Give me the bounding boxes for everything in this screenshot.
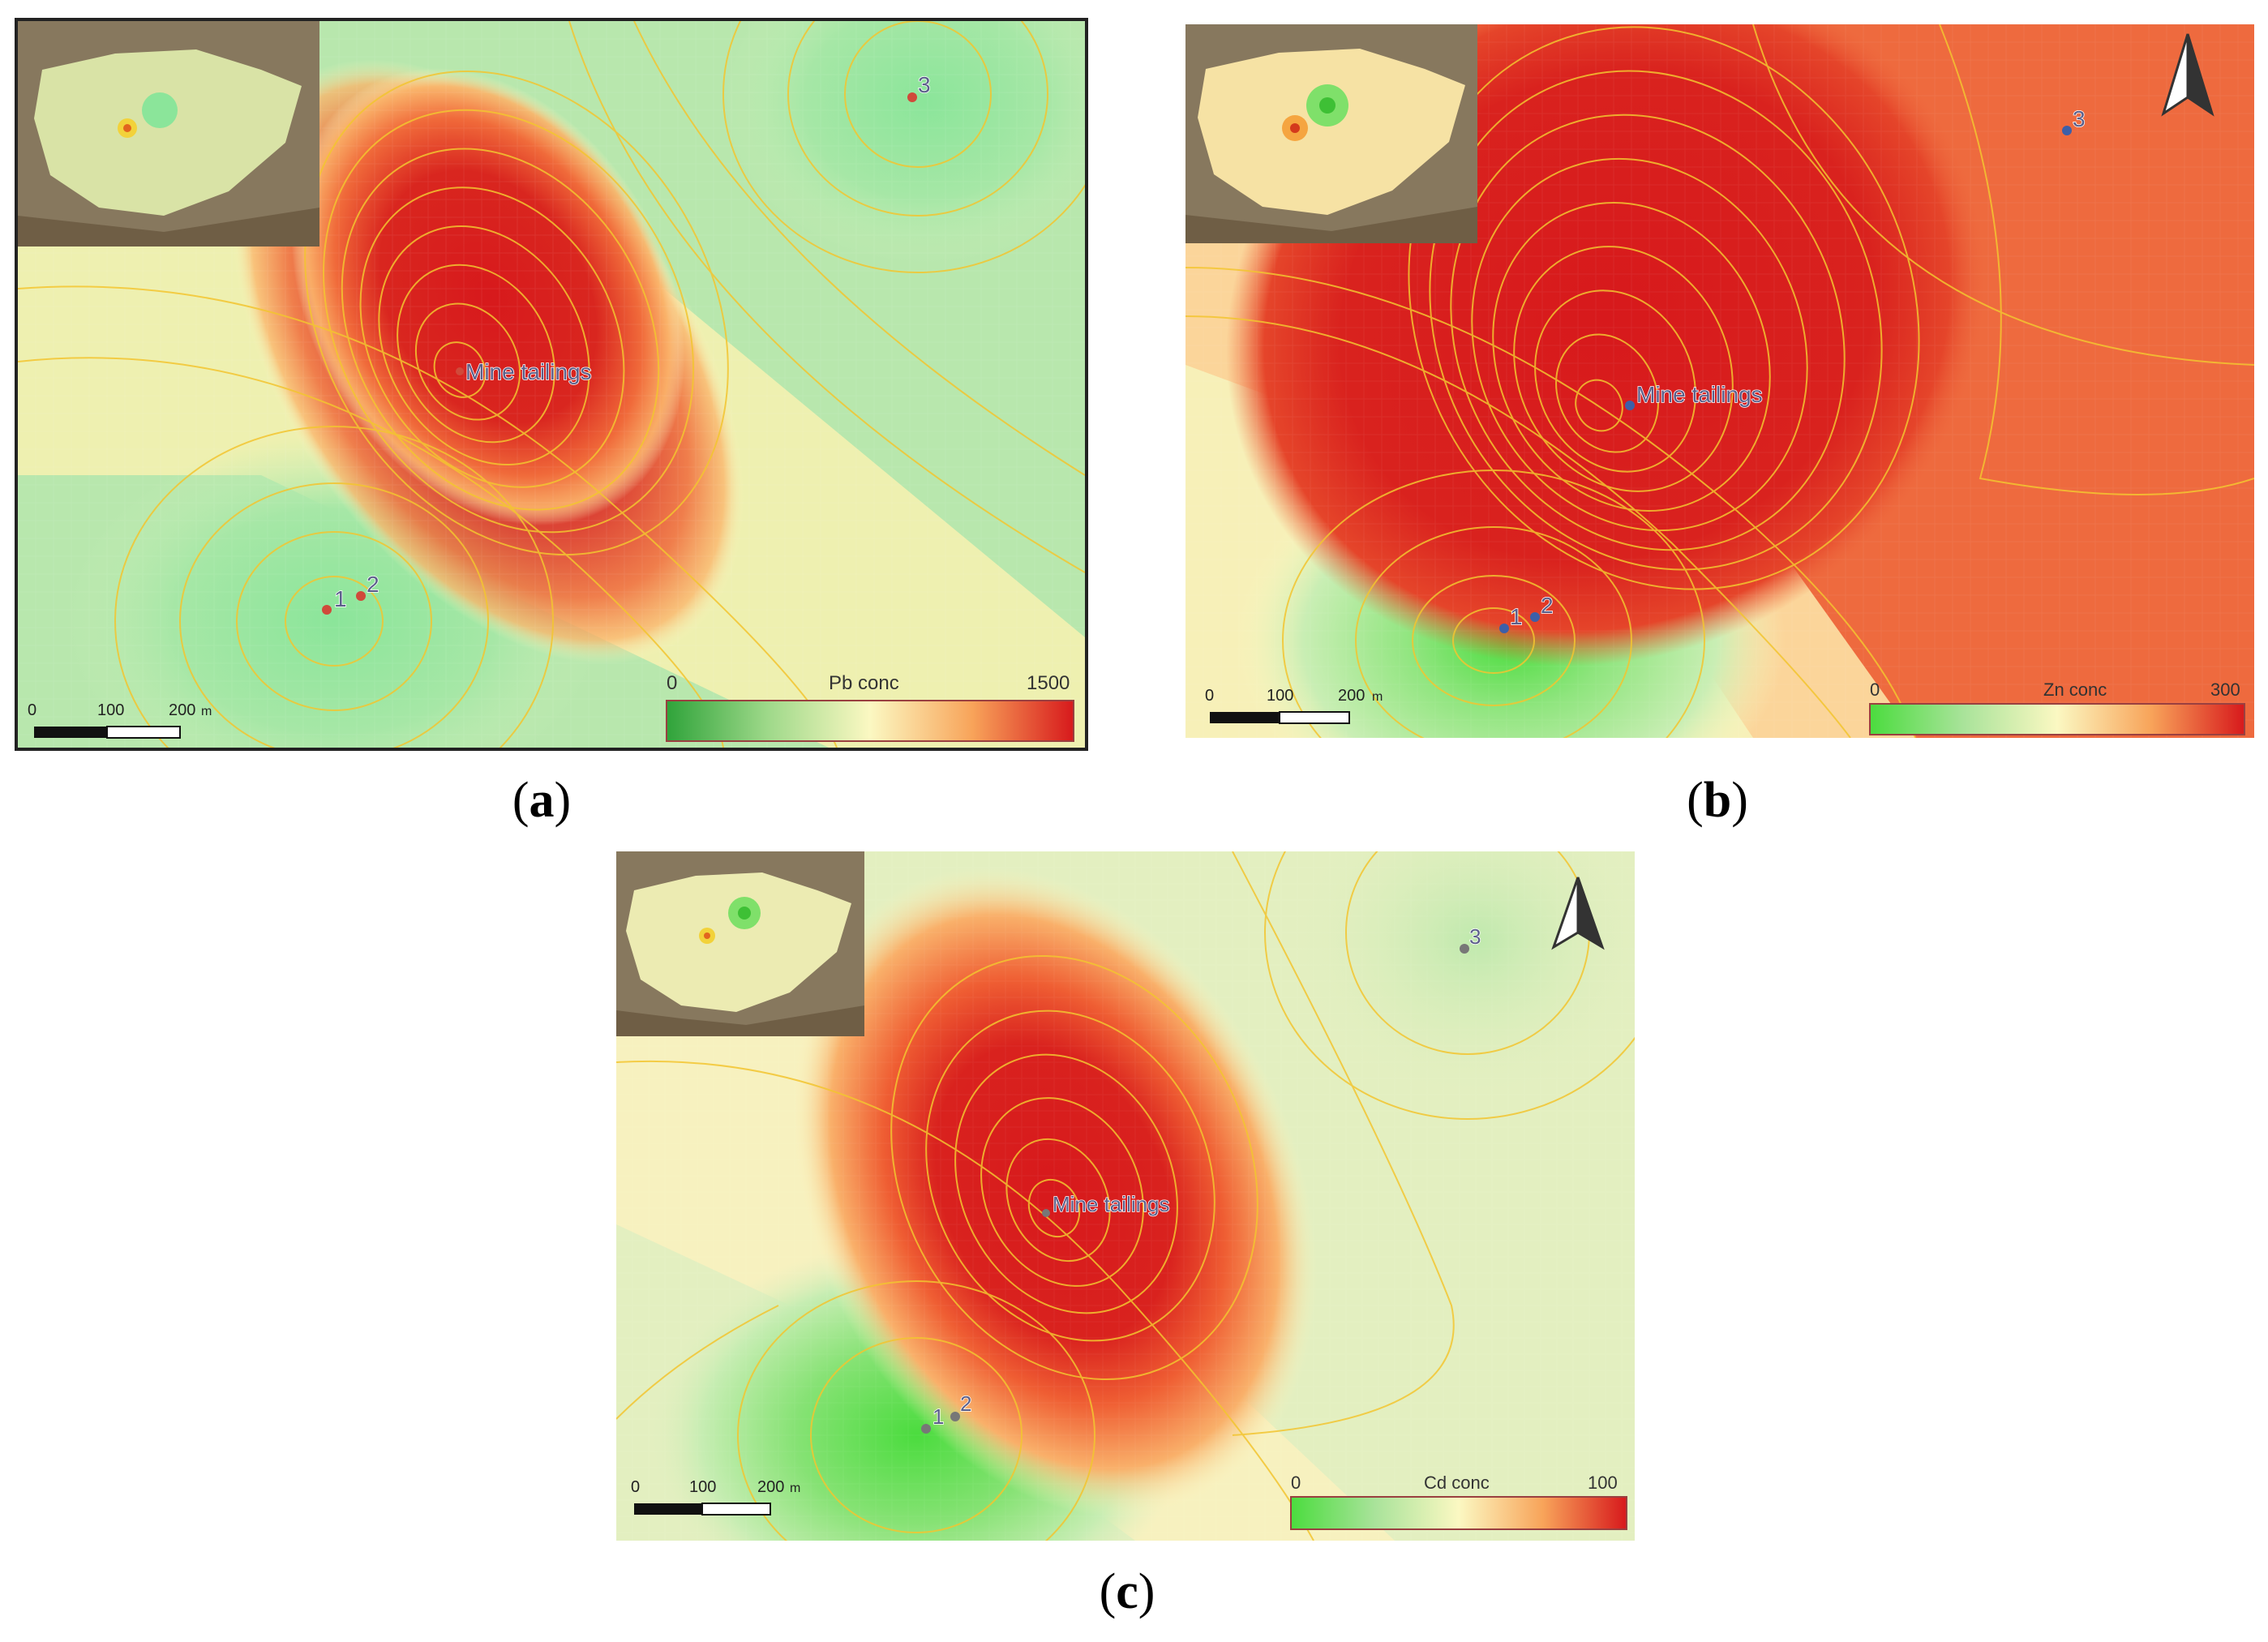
map-canvas-a: Mine tailings 1 2 3 0 100 200 m 0 Pb con… bbox=[18, 21, 1085, 748]
sample-point-2 bbox=[1530, 612, 1540, 622]
contour-lines bbox=[616, 851, 1635, 1541]
mine-tailings-point bbox=[1042, 1209, 1050, 1217]
caption-b: (b) bbox=[1687, 773, 1748, 828]
scale-unit: m bbox=[1372, 690, 1383, 704]
color-legend: 0 Cd conc 100 bbox=[1290, 1473, 1627, 1530]
scale-bar: 0 100 200 m bbox=[28, 701, 212, 739]
inset-map bbox=[616, 851, 864, 1036]
mine-tailings-label: Mine tailings bbox=[1053, 1192, 1170, 1216]
sample-label-1: 1 bbox=[334, 586, 347, 611]
map-canvas-b: Mine tailings 1 2 3 0 100 200 m 0 Zn con… bbox=[1185, 24, 2254, 738]
legend-min: 0 bbox=[1870, 680, 1880, 700]
legend-max: 300 bbox=[2210, 680, 2240, 700]
legend-max: 1500 bbox=[1027, 672, 1070, 694]
map-panel-c: Mine tailings 1 2 3 0 100 200 m 0 Cd con… bbox=[616, 851, 1635, 1541]
mine-tailings-label: Mine tailings bbox=[1636, 382, 1763, 407]
sample-point-1 bbox=[322, 605, 332, 615]
sample-label-3: 3 bbox=[1469, 924, 1481, 949]
sample-points bbox=[1499, 126, 2072, 633]
sample-point-3 bbox=[2062, 126, 2072, 135]
legend-ramp bbox=[1290, 1496, 1627, 1530]
legend-max: 100 bbox=[1588, 1473, 1618, 1493]
scale-bar: 0 100 200 m bbox=[1205, 687, 1383, 724]
inset-map bbox=[18, 21, 319, 247]
caption-c: (c) bbox=[1099, 1564, 1155, 1619]
scale-label-200: 200 bbox=[169, 701, 195, 719]
scale-bar: 0 100 200 m bbox=[631, 1478, 800, 1516]
color-legend: 0 Pb conc 1500 bbox=[666, 672, 1074, 742]
scale-label-0: 0 bbox=[28, 701, 36, 719]
sample-points bbox=[322, 92, 917, 615]
caption-letter-a: a bbox=[529, 773, 555, 828]
north-arrow bbox=[1551, 877, 1605, 950]
sample-label-3: 3 bbox=[2073, 106, 2086, 131]
color-legend: 0 Zn conc 300 bbox=[1869, 680, 2245, 735]
scale-label-200: 200 bbox=[1338, 687, 1365, 705]
scale-label-200: 200 bbox=[757, 1478, 784, 1496]
caption-letter-b: b bbox=[1703, 773, 1732, 828]
sample-label-3: 3 bbox=[918, 72, 931, 97]
legend-title: Pb conc bbox=[829, 672, 899, 694]
legend-title: Cd conc bbox=[1424, 1473, 1490, 1493]
legend-min: 0 bbox=[667, 672, 677, 694]
scale-label-100: 100 bbox=[97, 701, 124, 719]
inset-map bbox=[1185, 24, 1477, 243]
caption-letter-c: c bbox=[1116, 1564, 1138, 1619]
scale-label-0: 0 bbox=[631, 1478, 640, 1496]
sample-point-3 bbox=[1460, 944, 1469, 954]
sample-label-2: 2 bbox=[367, 572, 379, 597]
sample-point-2 bbox=[950, 1412, 960, 1421]
sample-label-1: 1 bbox=[932, 1404, 944, 1429]
north-arrow bbox=[2161, 33, 2214, 117]
scale-label-100: 100 bbox=[689, 1478, 716, 1496]
contour-lines bbox=[18, 21, 1085, 748]
sample-point-1 bbox=[921, 1424, 931, 1434]
legend-ramp bbox=[1869, 703, 2245, 735]
sample-label-2: 2 bbox=[1541, 593, 1554, 618]
scale-unit: m bbox=[790, 1481, 800, 1495]
sample-label-1: 1 bbox=[1510, 604, 1523, 629]
sample-point-3 bbox=[907, 92, 917, 102]
sample-points bbox=[921, 944, 1469, 1434]
map-panel-a: Mine tailings 1 2 3 0 100 200 m 0 Pb con… bbox=[15, 18, 1088, 751]
scale-unit: m bbox=[201, 705, 212, 718]
map-panel-b: Mine tailings 1 2 3 0 100 200 m 0 Zn con… bbox=[1185, 24, 2254, 738]
sample-point-2 bbox=[356, 591, 366, 601]
mine-tailings-label: Mine tailings bbox=[465, 359, 592, 384]
mine-tailings-point bbox=[456, 367, 464, 375]
legend-min: 0 bbox=[1291, 1473, 1301, 1493]
sample-label-2: 2 bbox=[960, 1391, 971, 1416]
sample-point-1 bbox=[1499, 624, 1509, 633]
mine-tailings-point bbox=[1625, 401, 1635, 410]
contour-lines bbox=[1185, 24, 2254, 738]
map-canvas-c: Mine tailings 1 2 3 0 100 200 m 0 Cd con… bbox=[616, 851, 1635, 1541]
scale-label-0: 0 bbox=[1205, 687, 1214, 705]
caption-a: (a) bbox=[512, 773, 572, 828]
legend-title: Zn conc bbox=[2043, 680, 2107, 700]
scale-label-100: 100 bbox=[1267, 687, 1293, 705]
legend-ramp bbox=[666, 700, 1074, 742]
